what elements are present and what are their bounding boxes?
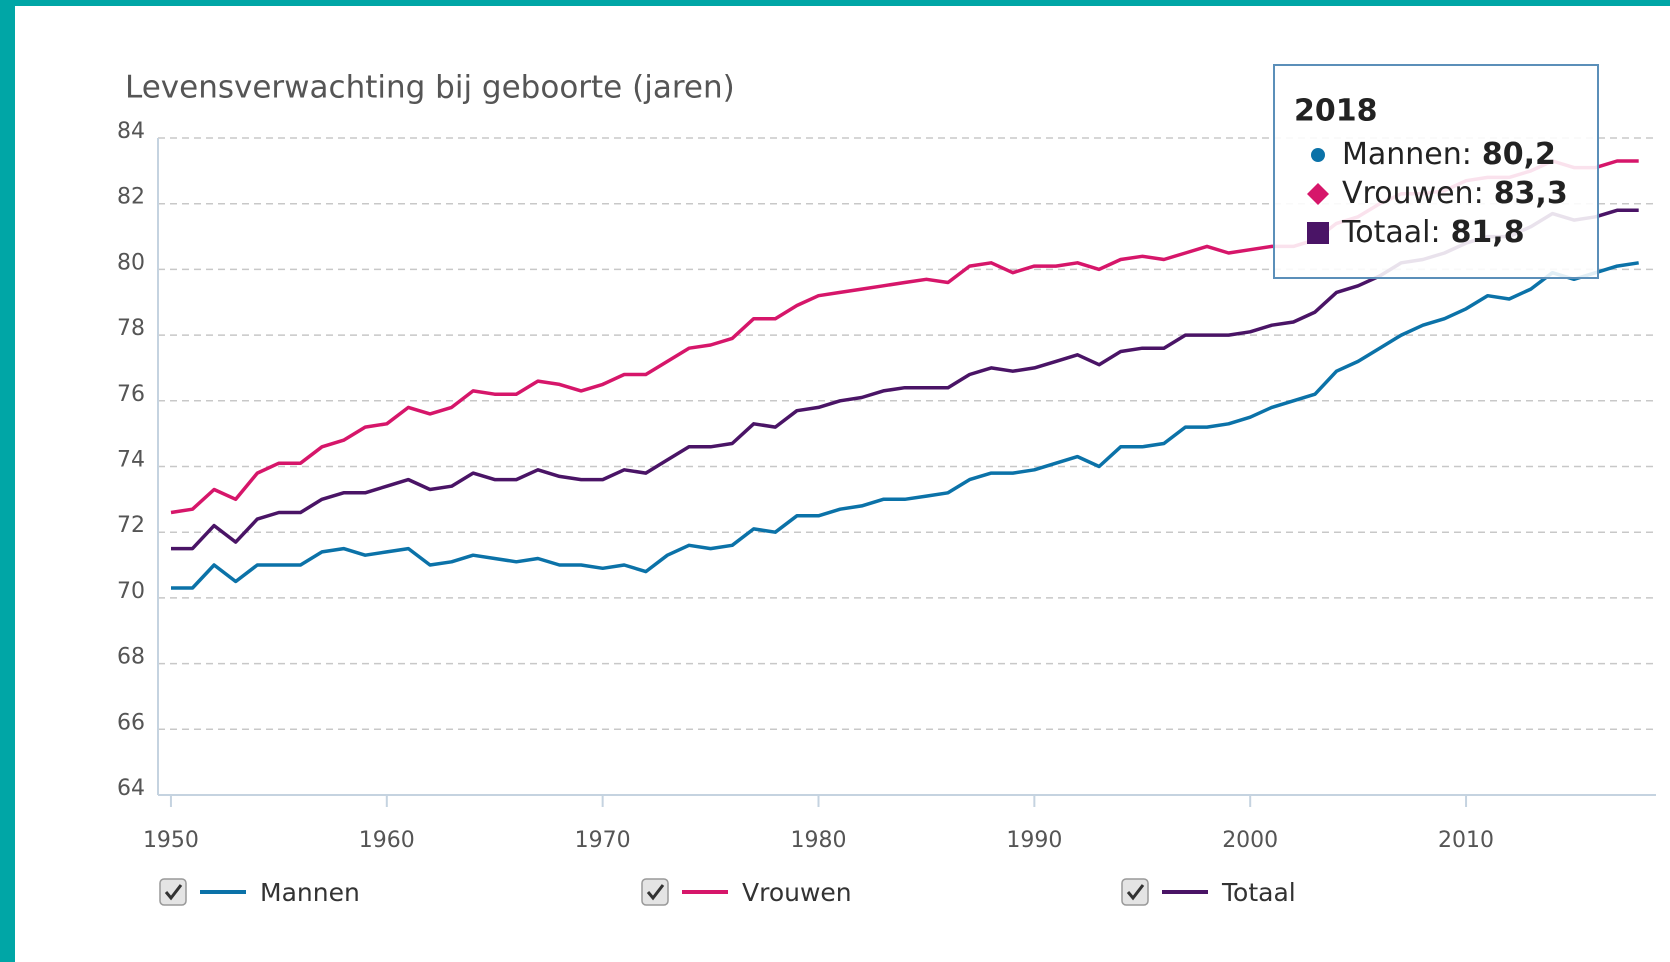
y-tick-label: 80: [117, 250, 145, 275]
legend-item[interactable]: Vrouwen: [641, 878, 852, 907]
y-tick-label: 74: [117, 448, 145, 473]
tooltip-row: Mannen: 80,2: [1342, 137, 1556, 172]
y-tick-label: 66: [117, 710, 145, 735]
tooltip-label: Vrouwen:: [1342, 176, 1484, 211]
legend: Mannen Vrouwen Totaal: [159, 878, 1296, 907]
tooltip-label: Totaal:: [1341, 215, 1441, 250]
tooltip-title: 2018: [1294, 94, 1378, 129]
y-tick-label: 68: [117, 645, 145, 670]
legend-label[interactable]: Totaal: [1221, 878, 1296, 907]
y-tick-label: 76: [117, 382, 145, 407]
checkmark: [646, 884, 665, 901]
checkbox[interactable]: [1121, 878, 1149, 906]
y-tick-label: 82: [117, 185, 145, 210]
series-line: [171, 261, 1639, 590]
tooltip-row: Vrouwen: 83,3: [1342, 176, 1568, 211]
x-tick-label: 1970: [575, 828, 631, 853]
y-tick-label: 70: [117, 579, 145, 604]
tooltip-marker: [1307, 183, 1329, 205]
y-tick-label: 64: [117, 776, 145, 801]
tooltip-marker: [1311, 148, 1325, 162]
legend-label[interactable]: Mannen: [260, 878, 360, 907]
x-tick-label: 2000: [1222, 828, 1278, 853]
plot: 64 66 68 70 72 74 76 78 80 82 84 1950 1960 1970 1980 19…: [117, 119, 1656, 853]
checkbox[interactable]: [159, 878, 187, 906]
tooltip: 2018 Mannen: 80,2 Vrouwen: 83,3 Totaal: 81,8: [1273, 64, 1599, 279]
checkbox[interactable]: [641, 878, 669, 906]
y-tick-label: 72: [117, 513, 145, 538]
checkmark: [164, 884, 183, 901]
x-tick-label: 2010: [1438, 828, 1494, 853]
chart-title: Levensverwachting bij geboorte (jaren): [125, 70, 735, 106]
y-tick-label: 78: [117, 316, 145, 341]
x-tick-label: 1980: [791, 828, 847, 853]
tooltip-label: Mannen:: [1342, 137, 1472, 172]
x-tick-label: 1990: [1006, 828, 1062, 853]
tooltip-row: Totaal: 81,8: [1341, 215, 1525, 250]
y-tick-label: 84: [117, 119, 145, 144]
tooltip-value: 83,3: [1494, 176, 1568, 211]
legend-label[interactable]: Vrouwen: [742, 878, 852, 907]
tooltip-value: 81,8: [1451, 215, 1525, 250]
x-tick-label: 1950: [143, 828, 199, 853]
checkmark: [1126, 884, 1145, 901]
tooltip-value: 80,2: [1482, 137, 1556, 172]
legend-item[interactable]: Mannen: [159, 878, 360, 907]
x-tick-label: 1960: [359, 828, 415, 853]
legend-item[interactable]: Totaal: [1121, 878, 1296, 907]
tooltip-marker: [1307, 222, 1329, 244]
